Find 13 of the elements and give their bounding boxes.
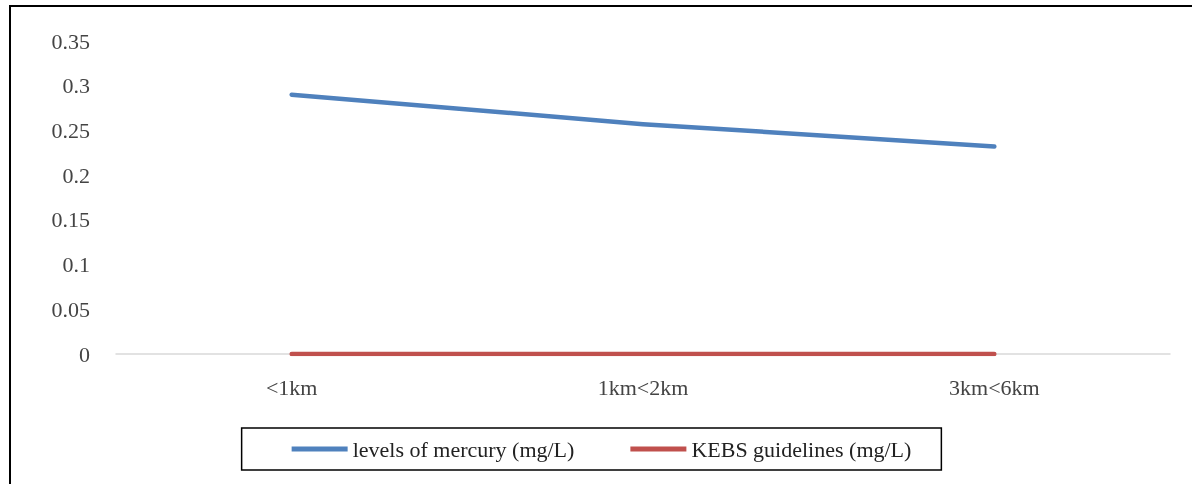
legend-label: KEBS guidelines (mg/L)	[691, 436, 912, 462]
y-tick-label: 0.3	[62, 73, 90, 99]
y-tick-label: 0	[79, 341, 90, 367]
y-tick-label: 0.25	[51, 117, 90, 143]
x-tick-label: 1km<2km	[597, 374, 689, 400]
y-tick-label: 0.2	[62, 162, 90, 188]
y-tick-label: 0.1	[62, 252, 90, 278]
y-tick-label: 0.15	[51, 207, 90, 233]
y-tick-label: 0.35	[51, 28, 90, 54]
x-tick-label: 3km<6km	[949, 374, 1040, 400]
x-tick-label: <1km	[265, 374, 318, 400]
y-tick-label: 0.05	[51, 296, 90, 322]
legend-label: levels of mercury (mg/L)	[352, 436, 575, 462]
